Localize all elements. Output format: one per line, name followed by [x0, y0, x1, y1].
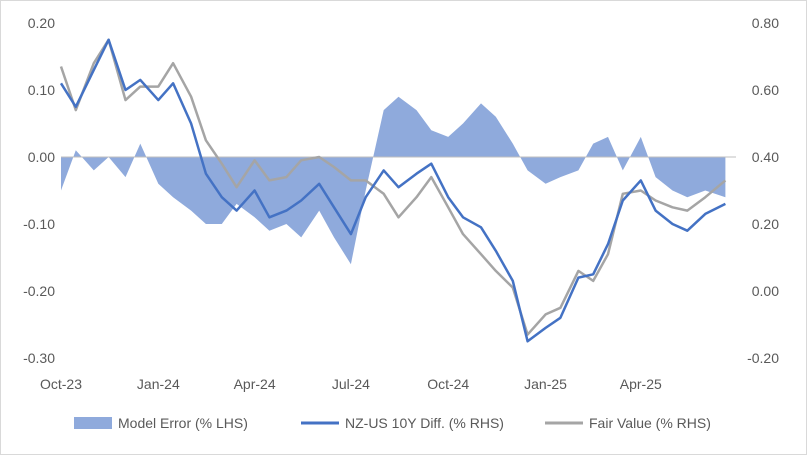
fair-value-line-group — [59, 38, 727, 336]
left-tick-label: 0.20 — [28, 15, 55, 31]
model-error-area — [61, 96, 726, 265]
x-tick-label: Apr-25 — [620, 376, 662, 392]
left-axis-ticks: 0.20 0.10 0.00 -0.10 -0.20 -0.30 — [23, 15, 55, 366]
right-tick-label: -0.20 — [747, 350, 779, 366]
right-tick-label: 0.80 — [752, 15, 779, 31]
x-axis-ticks: Oct-23 Jan-24 Apr-24 Jul-24 Oct-24 Jan-25 Apr-… — [40, 376, 662, 392]
legend-label-fair-value: Fair Value (% RHS) — [589, 415, 711, 431]
legend-label-nz-us: NZ-US 10Y Diff. (% RHS) — [345, 415, 504, 431]
x-tick-label: Oct-24 — [427, 376, 469, 392]
left-tick-label: 0.10 — [28, 82, 55, 98]
nz-us-line — [59, 38, 726, 343]
left-tick-label: -0.10 — [23, 216, 55, 232]
left-tick-label: -0.30 — [23, 350, 55, 366]
model-error-area-group — [61, 96, 726, 265]
left-tick-label: 0.00 — [28, 149, 55, 165]
right-tick-label: 0.60 — [752, 82, 779, 98]
right-tick-label: 0.20 — [752, 216, 779, 232]
nz-us-line-group — [59, 38, 726, 343]
fair-value-line — [59, 38, 727, 336]
left-tick-label: -0.20 — [23, 283, 55, 299]
right-axis-ticks: 0.80 0.60 0.40 0.20 0.00 -0.20 — [747, 15, 779, 366]
legend-swatch-model-error — [74, 417, 112, 429]
x-tick-label: Jul-24 — [332, 376, 370, 392]
legend: Model Error (% LHS) NZ-US 10Y Diff. (% RH… — [74, 415, 711, 431]
x-tick-label: Oct-23 — [40, 376, 82, 392]
right-tick-label: 0.00 — [752, 283, 779, 299]
legend-label-model-error: Model Error (% LHS) — [118, 415, 248, 431]
right-tick-label: 0.40 — [752, 149, 779, 165]
x-tick-label: Apr-24 — [234, 376, 276, 392]
x-tick-label: Jan-25 — [524, 376, 567, 392]
x-tick-label: Jan-24 — [137, 376, 180, 392]
